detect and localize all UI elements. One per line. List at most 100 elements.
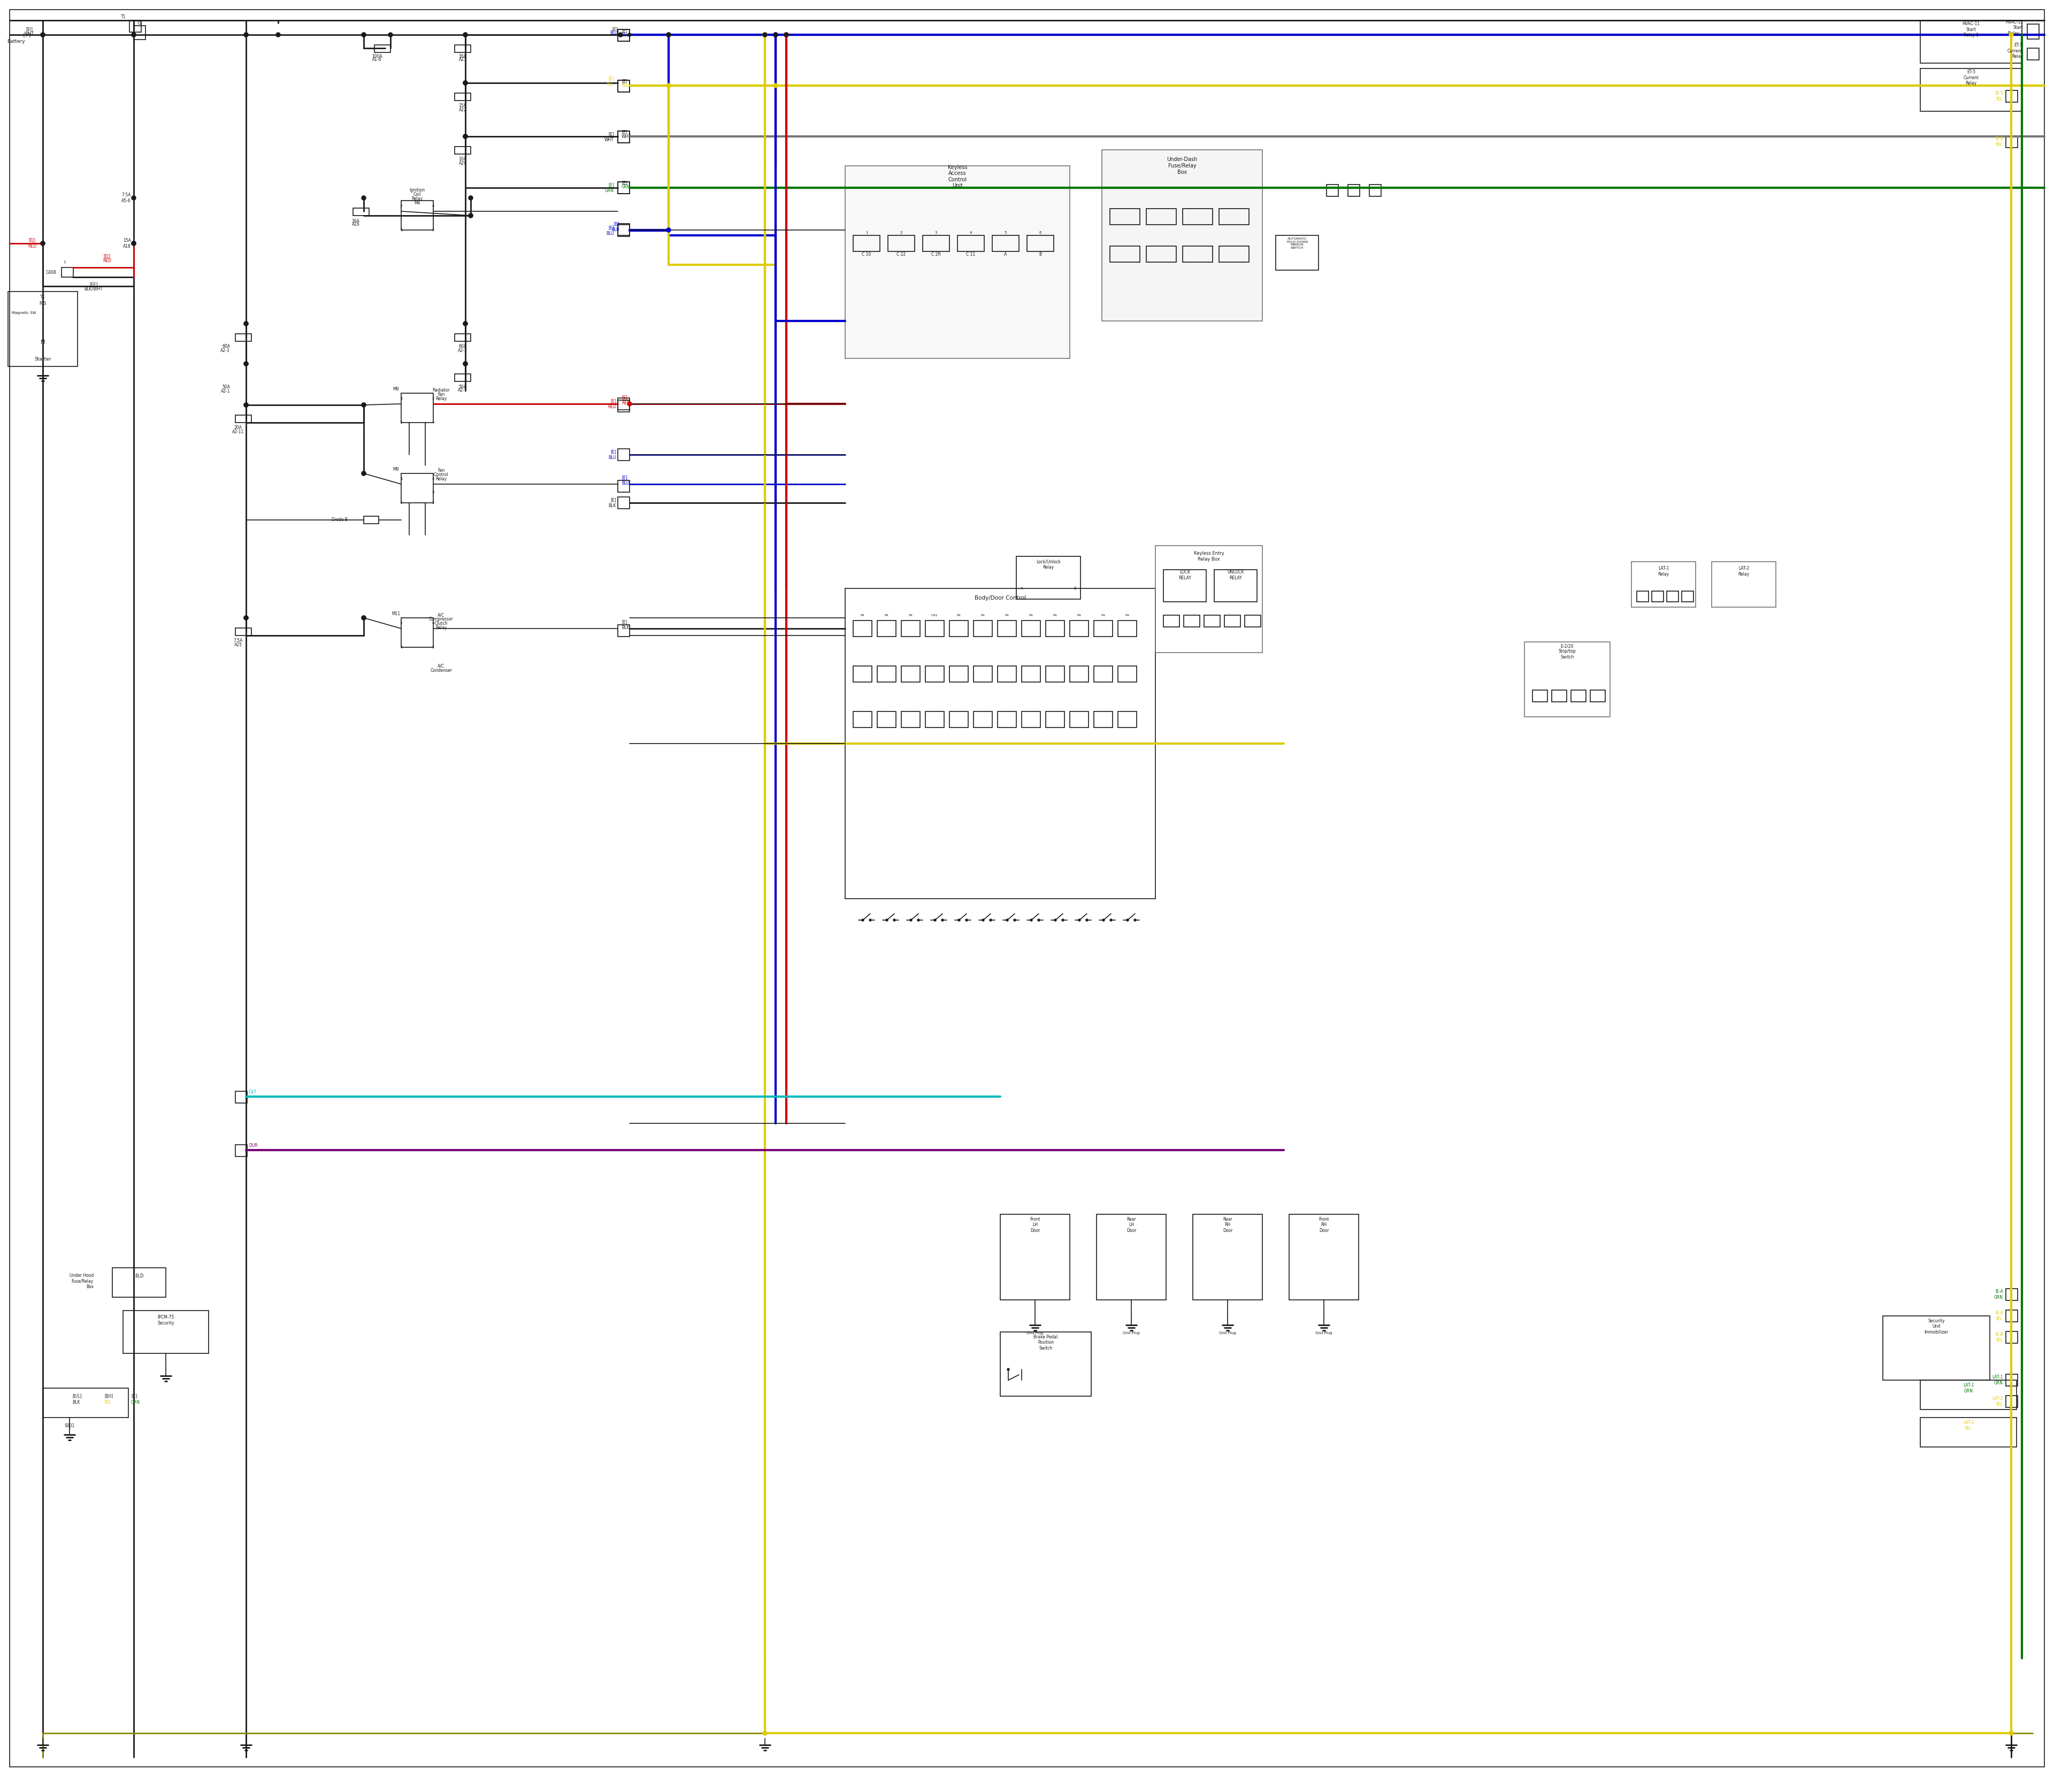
- Circle shape: [1126, 919, 1128, 921]
- Bar: [401, 473, 433, 504]
- Circle shape: [244, 616, 249, 620]
- Bar: [1666, 591, 1678, 602]
- Circle shape: [1054, 919, 1056, 921]
- Bar: [113, 1267, 166, 1297]
- Text: Magnetic SW: Magnetic SW: [12, 312, 37, 315]
- Bar: [1276, 235, 1319, 271]
- Text: 16A: 16A: [458, 54, 466, 59]
- Bar: [877, 620, 896, 636]
- Text: [E]: [E]: [622, 181, 626, 185]
- Bar: [454, 93, 470, 100]
- Text: C 10: C 10: [863, 251, 871, 256]
- Bar: [957, 235, 984, 251]
- Circle shape: [244, 403, 249, 407]
- Text: 3: 3: [401, 421, 403, 425]
- Bar: [1651, 591, 1664, 602]
- Text: Relay: Relay: [435, 625, 448, 631]
- Text: [EJ]
RED: [EJ] RED: [29, 238, 37, 249]
- Text: IPCM-75
Security: IPCM-75 Security: [158, 1315, 175, 1326]
- Text: P4: P4: [980, 615, 984, 616]
- Text: [E]
RED: [E] RED: [608, 398, 616, 409]
- Bar: [844, 167, 1070, 358]
- Text: 2: 2: [431, 502, 435, 504]
- Bar: [1637, 591, 1649, 602]
- Text: Relay: Relay: [435, 477, 448, 482]
- Bar: [1183, 246, 1212, 262]
- Bar: [618, 625, 631, 636]
- Circle shape: [965, 919, 967, 921]
- Bar: [129, 20, 142, 32]
- Bar: [1000, 1215, 1070, 1299]
- Text: P4: P4: [908, 615, 912, 616]
- Text: 16A: 16A: [351, 219, 359, 224]
- Circle shape: [244, 32, 249, 38]
- Text: IE-8
YEL: IE-8 YEL: [1994, 1310, 2003, 1321]
- Bar: [1027, 235, 1054, 251]
- Bar: [1532, 690, 1547, 702]
- Text: P4: P4: [957, 615, 961, 616]
- Bar: [236, 416, 251, 423]
- Bar: [1097, 1215, 1167, 1299]
- Text: [EE]: [EE]: [90, 281, 99, 287]
- Text: Gnd Plug: Gnd Plug: [1315, 1331, 1333, 1335]
- Circle shape: [785, 32, 789, 38]
- Bar: [974, 620, 992, 636]
- Text: P4: P4: [1054, 615, 1058, 616]
- Circle shape: [464, 134, 468, 138]
- Text: 3: 3: [401, 204, 403, 208]
- Text: LAT-1
GRN: LAT-1 GRN: [1992, 1374, 2003, 1385]
- Bar: [1021, 620, 1041, 636]
- Bar: [1154, 545, 1263, 652]
- Bar: [1045, 667, 1064, 683]
- Circle shape: [362, 32, 366, 38]
- Circle shape: [244, 32, 249, 38]
- Circle shape: [464, 321, 468, 326]
- Text: P4: P4: [885, 615, 889, 616]
- Bar: [1711, 561, 1777, 607]
- Circle shape: [785, 32, 789, 38]
- Bar: [236, 1091, 246, 1104]
- Text: 15A
A18: 15A A18: [123, 238, 131, 249]
- Circle shape: [468, 213, 472, 217]
- Text: Ignition: Ignition: [409, 188, 425, 192]
- Text: Fan: Fan: [438, 392, 446, 398]
- Bar: [401, 392, 433, 423]
- Text: LAT-2
Relay: LAT-2 Relay: [1738, 566, 1750, 577]
- Text: [E]
BLK: [E] BLK: [608, 498, 616, 507]
- Bar: [1193, 1215, 1263, 1299]
- Text: [E]
BLK: [E] BLK: [622, 620, 629, 631]
- Circle shape: [464, 81, 468, 84]
- Circle shape: [626, 401, 633, 407]
- Bar: [2007, 1396, 2017, 1407]
- Text: [E]
BLU: [E] BLU: [606, 226, 614, 237]
- Bar: [1218, 208, 1249, 224]
- Text: Compressor: Compressor: [429, 616, 454, 622]
- Bar: [1218, 246, 1249, 262]
- Bar: [877, 711, 896, 728]
- Bar: [1183, 615, 1200, 627]
- Bar: [1920, 20, 2021, 63]
- Text: 20A: 20A: [234, 425, 242, 430]
- Text: M: M: [41, 340, 45, 346]
- Text: Brake Pedal
Position
Switch: Brake Pedal Position Switch: [1033, 1335, 1058, 1351]
- Circle shape: [982, 919, 984, 921]
- Text: A2-11: A2-11: [232, 430, 244, 435]
- Text: 2: 2: [431, 396, 435, 400]
- Bar: [1117, 620, 1136, 636]
- Bar: [852, 711, 871, 728]
- Circle shape: [774, 84, 778, 88]
- Bar: [134, 25, 146, 39]
- Bar: [2007, 90, 2017, 102]
- Circle shape: [1103, 919, 1105, 921]
- Bar: [1146, 246, 1177, 262]
- Text: 3: 3: [401, 502, 403, 504]
- Bar: [1631, 561, 1697, 607]
- Bar: [618, 224, 631, 235]
- Bar: [902, 711, 920, 728]
- Bar: [926, 711, 945, 728]
- Circle shape: [774, 32, 778, 38]
- Circle shape: [362, 32, 366, 38]
- Text: Relay: Relay: [411, 195, 423, 201]
- Text: 4: 4: [431, 421, 435, 425]
- Circle shape: [665, 228, 672, 233]
